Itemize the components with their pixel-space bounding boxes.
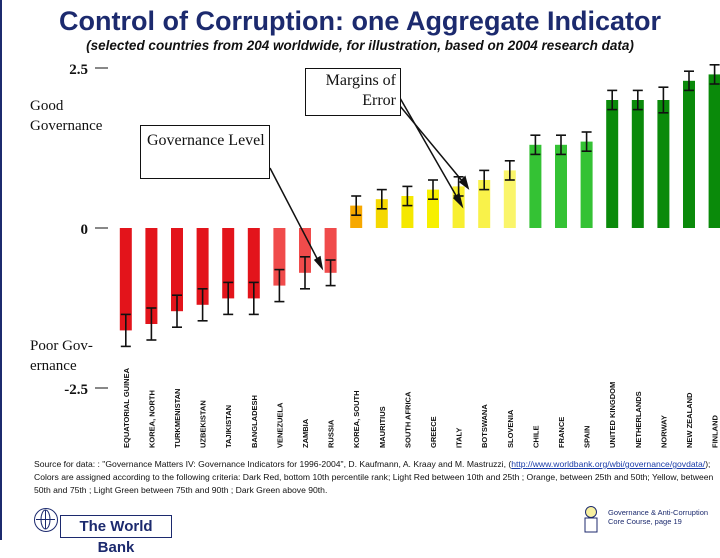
category-label: ITALY (455, 428, 464, 448)
y-label-poor-governance: Poor Gov-ernance (30, 338, 93, 374)
bar-venezuela (273, 228, 286, 286)
category-label: SPAIN (583, 426, 592, 448)
category-label: NEW ZEALAND (685, 392, 694, 448)
category-label: UNITED KINGDOM (608, 382, 617, 448)
category-label: SLOVENIA (506, 409, 515, 448)
error-bar (300, 255, 310, 290)
category-label: NETHERLANDS (634, 391, 643, 448)
category-label: VENEZUELA (275, 402, 284, 448)
bar-netherlands (631, 100, 644, 228)
category-label: GREECE (429, 416, 438, 448)
bar-uzbekistan (196, 228, 209, 305)
category-label: CHILE (531, 426, 540, 449)
chart-title: Control of Corruption: one Aggregate Ind… (59, 6, 661, 36)
bar-norway (657, 100, 670, 228)
source-footnote: Source for data: : "Governance Matters I… (34, 459, 714, 495)
category-label: ZAMBIA (301, 418, 310, 448)
bar-slovenia (503, 170, 516, 228)
bar-united-kingdom (606, 100, 619, 228)
bar-south-africa (401, 196, 414, 228)
error-bar (351, 195, 362, 216)
governance-level-label: Governance Level (140, 125, 270, 179)
source-criteria: ); Colors are assigned according to the … (34, 459, 714, 495)
error-bar (581, 131, 592, 152)
error-bar (223, 281, 234, 316)
category-label: TURKMENISTAN (173, 389, 182, 448)
source-link[interactable]: http://www.worldbank.org/wbi/governance/… (511, 459, 706, 469)
error-bar (120, 313, 131, 348)
person-icon (584, 506, 598, 533)
error-bar (684, 70, 694, 92)
y-label-bottom-value: -2.5 (64, 382, 88, 398)
error-bar (709, 64, 720, 85)
error-bar (146, 307, 157, 341)
bar-mauritius (375, 199, 388, 228)
category-label: RUSSIA (327, 419, 336, 448)
error-bar (274, 268, 285, 303)
error-bar (402, 185, 413, 207)
bar-finland (708, 74, 720, 229)
y-label-good-governance: Good Governance (30, 98, 103, 134)
bar-botswana (478, 180, 491, 228)
source-prefix: Source for data: : "Governance Matters I… (34, 459, 506, 469)
y-label-zero-value: 0 (81, 222, 89, 238)
chart-subtitle: (selected countries from 204 worldwide, … (86, 38, 634, 53)
bar-chile (529, 144, 542, 228)
error-bar (504, 160, 515, 181)
error-bar (325, 259, 336, 287)
category-label: MAURITIUS (378, 406, 387, 448)
bar-chart: 2.5 0 -2.5 EQUATORIAL GUINEA KOREA, NORTH… (64, 62, 720, 448)
annotation-arrows (269, 97, 470, 271)
error-bar (632, 89, 643, 111)
y-label-top-value: 2.5 (69, 62, 88, 78)
category-label: UZBEKISTAN (199, 400, 208, 448)
error-bar (530, 134, 541, 156)
world-bank-logo: The World Bank (60, 515, 172, 556)
globe-icon (34, 508, 58, 532)
error-bar (197, 287, 208, 322)
bar-france (555, 144, 567, 228)
error-bar (428, 179, 438, 200)
category-label: KOREA, NORTH (147, 390, 156, 448)
bar-korea-south (350, 205, 363, 228)
category-label: SOUTH AFRICA (403, 391, 412, 448)
category-label: TAJIKISTAN (224, 405, 233, 448)
bars-group (119, 64, 720, 348)
bar-tajikistan (222, 228, 235, 299)
bar-russia (324, 228, 337, 273)
bar-bangladesh (247, 228, 260, 299)
course-page-label: Governance & Anti-Corruption Core Course… (608, 508, 709, 526)
category-label: EQUATORIAL GUINEA (122, 367, 131, 448)
bar-spain (580, 141, 593, 228)
error-bar (556, 134, 566, 156)
category-label: FRANCE (557, 417, 566, 448)
decorative-border (0, 0, 2, 540)
error-bar (376, 188, 387, 210)
margins-of-error-label: Margins of Error (305, 68, 401, 116)
category-labels-group: EQUATORIAL GUINEA KOREA, NORTH TURKMENISTA… (122, 367, 720, 448)
bar-equatorial-guinea (119, 228, 132, 331)
error-bar (658, 86, 669, 114)
error-bar (248, 281, 259, 316)
bar-new-zealand (683, 80, 695, 228)
error-bar (172, 294, 182, 329)
bar-korea-north (145, 228, 158, 324)
category-label: BANGLADESH (250, 395, 259, 448)
category-label: BOTSWANA (480, 404, 489, 448)
category-label: NORWAY (659, 415, 668, 448)
error-bar (607, 89, 618, 111)
error-bar (479, 169, 490, 191)
category-label: KOREA, SOUTH (352, 390, 361, 448)
bar-turkmenistan (171, 228, 183, 312)
category-label: FINLAND (711, 415, 720, 448)
bar-zambia (299, 228, 311, 273)
